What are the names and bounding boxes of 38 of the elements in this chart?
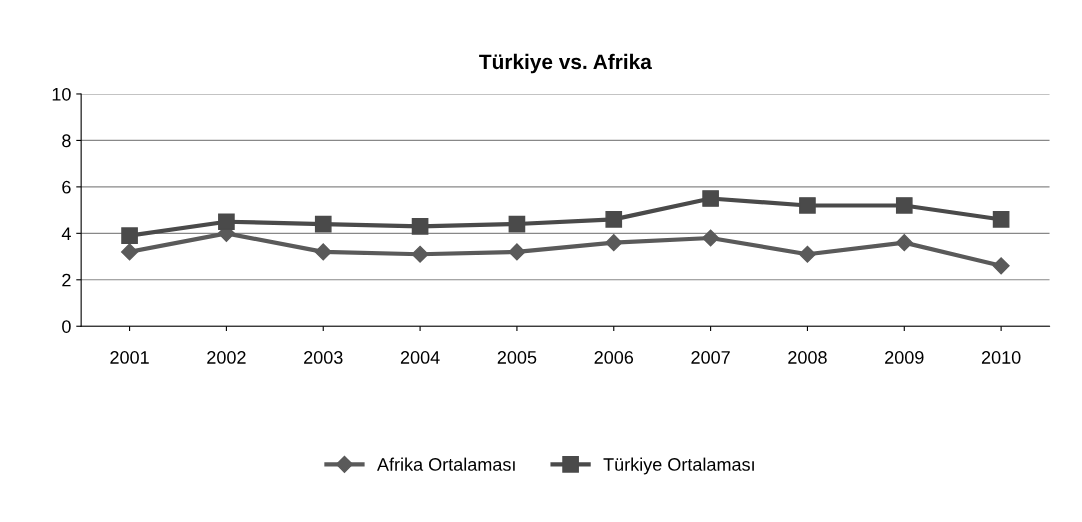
- point: [218, 213, 235, 231]
- x-tick-label: 2009: [885, 351, 924, 364]
- y-tick-label: 0: [62, 320, 71, 333]
- point: [508, 215, 526, 233]
- x-tick-label: 2001: [110, 351, 149, 364]
- point: [895, 197, 913, 214]
- point: [121, 227, 138, 244]
- x-tick-label: 2005: [497, 351, 537, 364]
- y-tick-label: 4: [61, 227, 71, 240]
- legend-label: Afrika Ortalaması: [377, 457, 515, 471]
- point: [121, 243, 139, 261]
- point: [605, 211, 623, 228]
- point: [702, 229, 720, 247]
- point: [798, 245, 816, 263]
- point: [411, 218, 429, 235]
- x-tick-label: 2006: [594, 351, 634, 364]
- point: [605, 234, 623, 252]
- point: [895, 234, 913, 252]
- point: [508, 243, 526, 261]
- x-tick-label: 2002: [207, 351, 246, 364]
- x-tick-label: 2008: [788, 351, 827, 364]
- point: [799, 197, 816, 214]
- point: [411, 245, 429, 263]
- y-tick-label: 2: [62, 273, 71, 287]
- y-tick-label: 8: [62, 134, 71, 148]
- point: [992, 211, 1010, 228]
- point: [314, 215, 332, 233]
- x-tick-label: 2003: [304, 351, 343, 364]
- chart-title: Türkiye vs. Afrika: [479, 53, 652, 74]
- x-tick-label: 2010: [981, 351, 1021, 364]
- point: [314, 243, 332, 261]
- x-tick-label: 2007: [691, 351, 730, 364]
- point: [992, 257, 1010, 275]
- legend-label: Türkiye Ortalaması: [603, 457, 754, 475]
- point: [702, 190, 719, 207]
- y-tick-label: 6: [62, 180, 71, 194]
- x-tick-label: 2004: [400, 351, 440, 364]
- y-tick-label: 10: [52, 87, 71, 101]
